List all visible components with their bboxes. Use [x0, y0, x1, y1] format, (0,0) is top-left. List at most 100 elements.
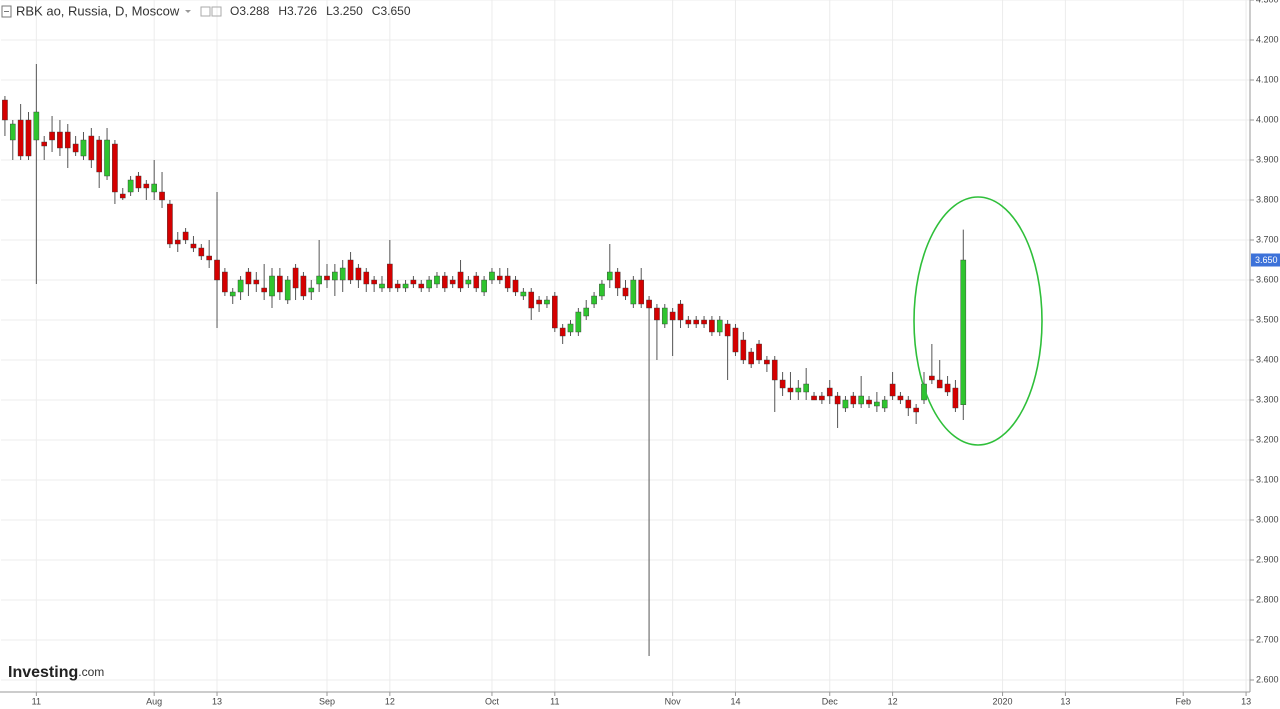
candle-body — [575, 311, 582, 333]
candle-body — [300, 275, 307, 297]
candle-body — [426, 279, 432, 289]
candle-body — [316, 275, 322, 285]
y-tick-label: 3.100 — [1256, 474, 1279, 484]
candle-body — [269, 275, 275, 297]
candle-body — [567, 323, 574, 333]
y-tick-label: 3.000 — [1256, 514, 1279, 524]
candle-body — [151, 183, 157, 193]
x-tick-label: Oct — [485, 696, 500, 706]
y-tick-label: 3.900 — [1256, 154, 1279, 164]
candle-body — [214, 259, 220, 281]
candle-body — [49, 131, 55, 141]
candle-body — [371, 279, 377, 285]
x-tick-label: 2020 — [993, 696, 1013, 706]
candle-body — [724, 323, 731, 337]
x-tick-label: Dec — [822, 696, 839, 706]
candle-body — [622, 287, 629, 297]
ohlc-value: 3.650 — [380, 4, 410, 18]
candle-body — [222, 271, 228, 293]
candle-body — [897, 395, 904, 401]
candle-body — [536, 299, 542, 305]
candle-body — [504, 275, 511, 289]
candle-body — [701, 319, 707, 325]
candle-body — [693, 319, 699, 325]
candle-body — [709, 319, 715, 333]
header: RBK ao, Russia, D, Moscow O3.288 H3.726 L3… — [1, 3, 411, 18]
settings-icon[interactable] — [200, 6, 211, 17]
candle-body — [112, 143, 118, 193]
ohlc-value: 3.288 — [239, 4, 269, 18]
brand-suffix: .com — [78, 665, 104, 679]
y-tick-label: 3.700 — [1256, 234, 1279, 244]
candle-body — [206, 255, 212, 261]
candle-body — [88, 135, 95, 161]
x-tick-label: 13 — [1241, 696, 1251, 706]
candle-body — [190, 243, 197, 249]
candle-body — [347, 259, 354, 281]
ohlc-value: 3.250 — [333, 4, 363, 18]
x-tick-label: 11 — [32, 696, 41, 706]
y-tick-label: 4.100 — [1256, 74, 1279, 84]
candle-body — [834, 395, 841, 405]
candle-body — [654, 307, 660, 321]
candle-body — [740, 339, 747, 361]
candle-body — [237, 279, 244, 293]
collapse-icon[interactable] — [1, 5, 12, 18]
candle-body — [442, 275, 448, 289]
y-tick-label: 3.800 — [1256, 194, 1279, 204]
candle-body — [394, 283, 401, 289]
candle-body — [960, 259, 967, 406]
y-tick-label: 2.600 — [1256, 674, 1279, 684]
candle-body — [57, 131, 63, 149]
candle-body — [25, 119, 32, 157]
y-tick-label: 3.200 — [1256, 434, 1279, 444]
price-marker — [1251, 253, 1280, 267]
axes: 2.600 2.700 2.800 2.900 3.000 3.100 3.200 3.300… — [32, 0, 1280, 706]
chart-title: RBK ao, Russia, D, Moscow — [16, 3, 180, 18]
candle-body — [33, 111, 40, 141]
settings-icon[interactable] — [211, 6, 222, 17]
candle-body — [544, 299, 550, 305]
x-tick-label: Feb — [1175, 696, 1191, 706]
y-tick-label: 3.300 — [1256, 394, 1279, 404]
ohlc-readout: O3.288 H3.726 L3.250 C3.650 — [230, 4, 411, 18]
candle-body — [614, 271, 621, 289]
candle-body — [779, 379, 786, 389]
candle-body — [732, 327, 739, 353]
y-tick-label: 4.000 — [1256, 114, 1279, 124]
candle-body — [339, 267, 346, 281]
candle-body — [379, 283, 385, 289]
x-tick-label: 12 — [888, 696, 898, 706]
candle-body — [866, 399, 872, 405]
candle-body — [119, 193, 126, 199]
candle-body — [905, 399, 912, 409]
y-tick-label: 3.600 — [1256, 274, 1279, 284]
candle-body — [638, 279, 645, 305]
x-tick-label: Nov — [665, 696, 682, 706]
candle-body — [669, 311, 676, 321]
candle-body — [559, 327, 566, 337]
highlight-ellipse — [913, 196, 1043, 446]
candle-body — [677, 303, 684, 321]
y-tick-label: 2.900 — [1256, 554, 1279, 564]
candle-body — [72, 143, 79, 153]
x-tick-label: 12 — [385, 696, 395, 706]
candle-body — [756, 343, 762, 361]
candle-body — [599, 283, 605, 297]
candle-body — [402, 283, 409, 289]
x-tick-label: Sep — [319, 696, 335, 706]
candle-body — [552, 295, 558, 329]
candle-body — [583, 307, 590, 317]
candle-body — [889, 383, 896, 397]
candle-body — [748, 351, 754, 365]
candle-body — [512, 279, 519, 293]
dropdown-icon[interactable] — [185, 10, 191, 13]
candle-body — [842, 399, 849, 409]
x-tick-label: 13 — [1060, 696, 1070, 706]
candle-body — [803, 383, 809, 393]
candle-body — [292, 267, 299, 289]
candle-body — [253, 279, 260, 285]
candle-body — [198, 247, 205, 257]
candle-body — [284, 279, 291, 301]
candle-body — [520, 291, 527, 297]
